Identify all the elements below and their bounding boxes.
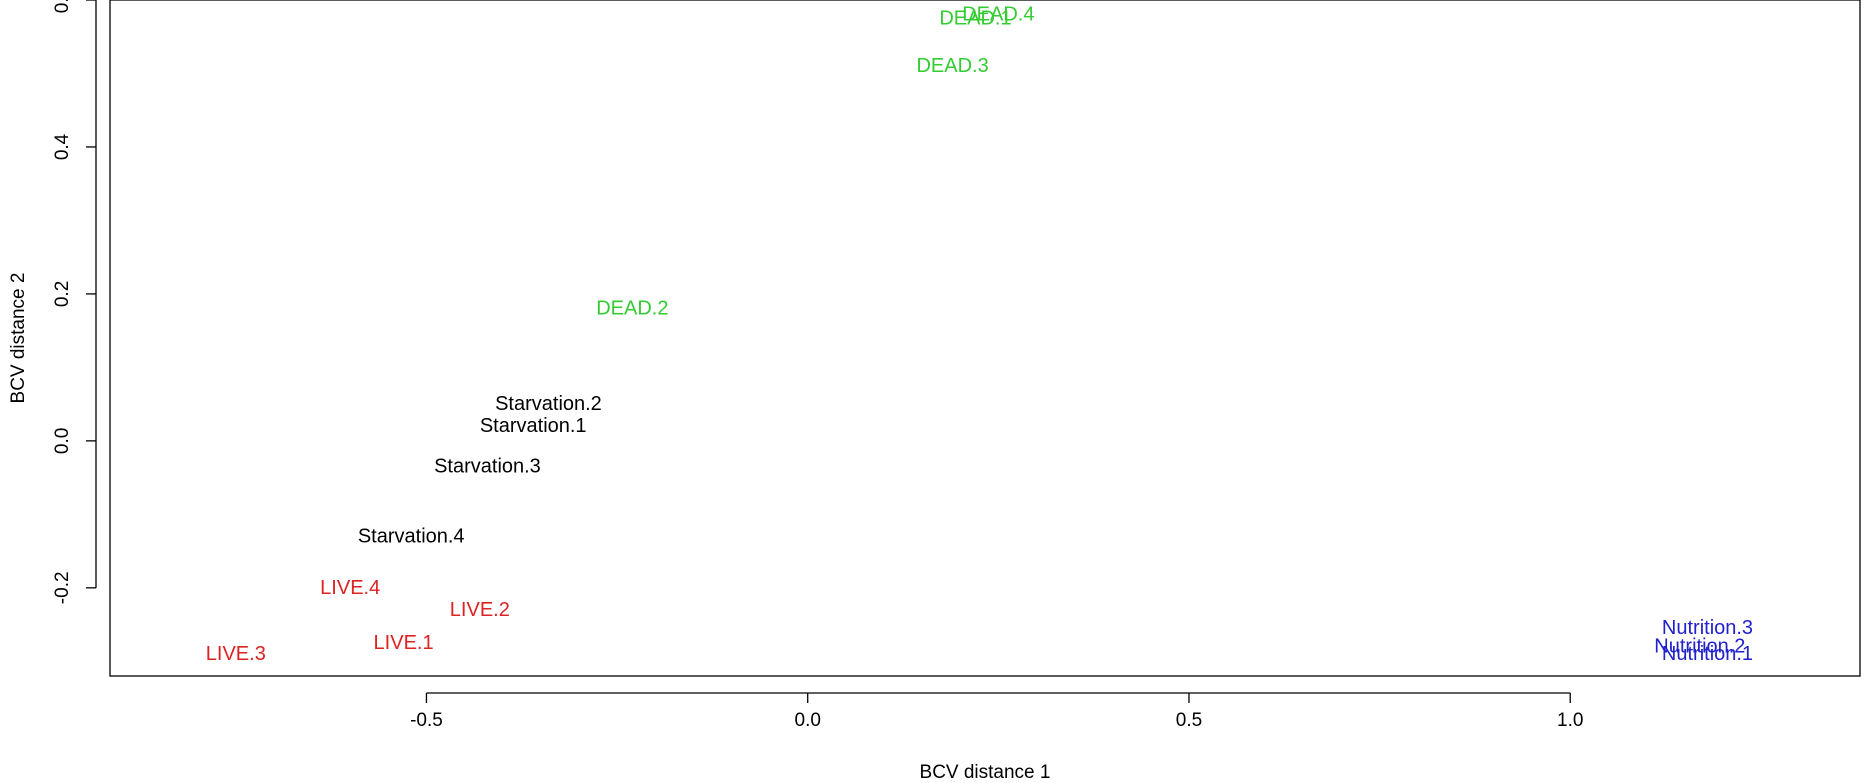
y-axis-title: BCV distance 2 [8,273,29,404]
x-tick-label: 0.5 [1176,710,1202,731]
point-label: Starvation.1 [480,415,587,437]
x-axis-ticks: -0.5 0.0 0.5 1.0 [410,692,1583,731]
point-label: Nutrition.1 [1662,643,1753,665]
point-labels: DEAD.4DEAD.1DEAD.3DEAD.2Starvation.2Star… [206,4,1753,665]
plot-frame [109,0,1861,677]
point-label: LIVE.4 [320,577,380,599]
point-label: Nutrition.3 [1662,617,1753,639]
y-tick-label: 0.2 [52,281,73,307]
point-label: LIVE.2 [450,599,510,621]
point-label: DEAD.3 [916,55,988,77]
point-label: Starvation.2 [495,393,602,415]
y-tick-label: -0.2 [52,571,73,604]
y-tick-label: 0.4 [52,133,73,160]
y-tick-label: 0.0 [52,428,73,454]
x-tick-label: 0.0 [795,710,821,731]
y-tick-label: 0.6 [52,0,73,13]
point-label: DEAD.4 [962,4,1034,26]
y-axis-ticks: -0.2 0.0 0.2 0.4 0.6 [52,0,97,604]
point-label: DEAD.1 [939,7,1011,29]
point-label: Starvation.4 [358,525,465,547]
x-tick-label: 1.0 [1557,710,1583,731]
x-axis-title: BCV distance 1 [920,762,1051,783]
point-label: DEAD.2 [596,298,668,320]
point-label: LIVE.3 [206,643,266,665]
point-label: LIVE.1 [374,632,434,654]
x-tick-label: -0.5 [410,710,443,731]
point-label: Nutrition.2 [1654,636,1745,658]
point-label: Starvation.3 [434,456,541,478]
